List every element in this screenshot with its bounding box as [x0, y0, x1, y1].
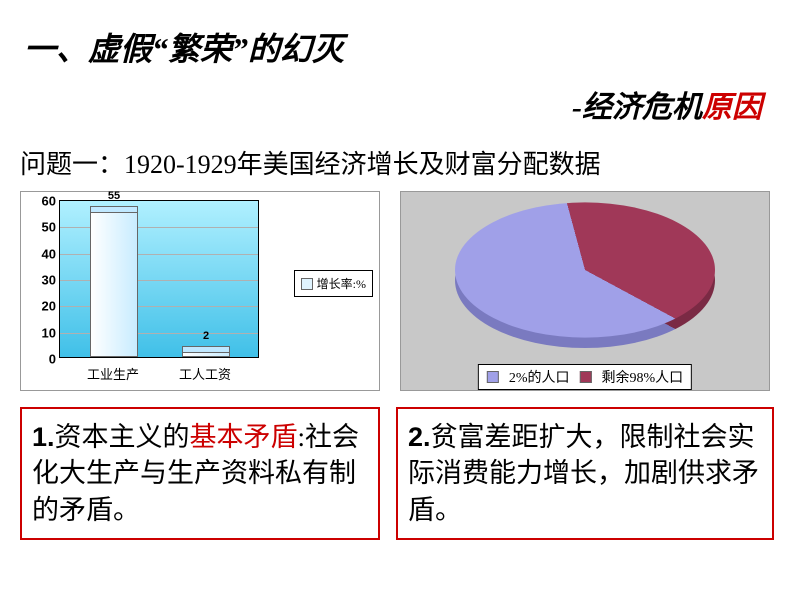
- y-tick-label: 10: [32, 325, 56, 340]
- legend-swatch: [301, 278, 313, 290]
- pie-legend-label: 剩余98%人口: [602, 367, 684, 387]
- y-tick-label: 40: [32, 246, 56, 261]
- box1-num: 1.: [32, 422, 55, 452]
- page-title: 一、虚假“繁荣”的幻灭: [24, 31, 344, 67]
- legend-swatch: [487, 371, 499, 383]
- question-text: 问题一：1920-1929年美国经济增长及财富分配数据: [0, 126, 794, 181]
- box2-num: 2.: [408, 422, 431, 452]
- bar-legend-label: 增长率:%: [317, 275, 366, 292]
- box2-t1: 贫富差距扩大，限制社会实际消费能力增长，加剧供求矛盾。: [408, 422, 759, 525]
- subtitle-black: 经济危机: [582, 91, 702, 124]
- bar-plot-area: 0102030405060552: [59, 200, 259, 358]
- box1-red: 基本矛盾: [190, 422, 298, 452]
- subtitle: -经济危机原因: [572, 91, 762, 124]
- box1-t1: 资本主义的: [55, 422, 190, 452]
- bar: 2: [182, 346, 230, 357]
- point-box-1: 1.资本主义的基本矛盾:社会化大生产与生产资料私有制的矛盾。: [20, 407, 380, 540]
- pie-top: [455, 202, 715, 337]
- y-tick-label: 30: [32, 273, 56, 288]
- bar: 55: [90, 206, 138, 357]
- bar-value-label: 55: [90, 190, 138, 202]
- subtitle-dash: -: [572, 91, 582, 124]
- y-tick-label: 0: [32, 352, 56, 367]
- bar-legend: 增长率:%: [294, 270, 373, 297]
- x-tick-label: 工业生产: [77, 364, 149, 383]
- pie-legend: 2%的人口 剩余98%人口: [478, 364, 692, 390]
- bar-chart: 0 10 20 30 40 50 60 55 2 增长率:% 工业生产 工人工资: [20, 191, 380, 391]
- pie-chart: 2%的人口 剩余98%人口: [400, 191, 770, 391]
- x-tick-label: 工人工资: [169, 364, 241, 383]
- legend-swatch: [580, 371, 592, 383]
- bar-value-label: 2: [182, 330, 230, 342]
- y-tick-label: 50: [32, 220, 56, 235]
- point-box-2: 2.贫富差距扩大，限制社会实际消费能力增长，加剧供求矛盾。: [396, 407, 774, 540]
- pie-legend-label: 2%的人口: [509, 367, 570, 387]
- y-tick-label: 60: [32, 194, 56, 209]
- subtitle-red: 原因: [702, 91, 762, 124]
- y-tick-label: 20: [32, 299, 56, 314]
